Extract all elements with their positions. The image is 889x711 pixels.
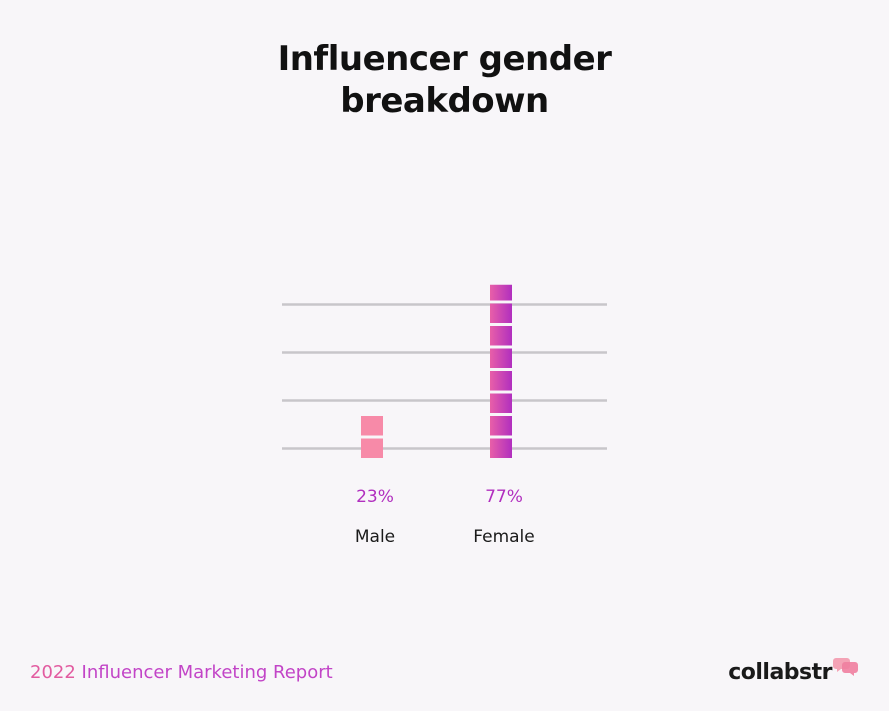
value-label-male: 23%	[356, 487, 394, 507]
report-name: Influencer Marketing Report	[81, 662, 333, 683]
report-caption: 2022 Influencer Marketing Report	[30, 662, 333, 683]
bar-segment	[490, 416, 512, 436]
bar-segment	[490, 303, 512, 323]
brand-name: collabstr	[728, 660, 832, 685]
bar-segment	[361, 438, 383, 458]
chart-title: Influencer gender breakdown	[0, 38, 889, 122]
bar-segment	[490, 284, 512, 301]
bar-segment	[490, 371, 512, 391]
chart-title-line-2: breakdown	[340, 81, 549, 121]
speech-bubbles-icon	[833, 658, 858, 676]
bar-segment	[490, 393, 512, 413]
report-year: 2022	[30, 662, 76, 683]
bar-segment	[490, 348, 512, 368]
brand-logo: collabstr	[728, 656, 859, 690]
category-label-female: Female	[473, 527, 534, 547]
category-label-male: Male	[355, 527, 395, 547]
chart-title-line-1: Influencer gender	[277, 39, 612, 79]
bar-male	[361, 416, 383, 458]
bar-female	[490, 284, 512, 458]
value-label-female: 77%	[485, 487, 523, 507]
bar-segment	[490, 326, 512, 346]
bar-segment	[361, 416, 383, 436]
bars	[361, 284, 512, 458]
gridlines	[282, 303, 607, 450]
bar-labels: 23% Male 77% Female	[355, 487, 535, 547]
bar-segment	[490, 438, 512, 458]
